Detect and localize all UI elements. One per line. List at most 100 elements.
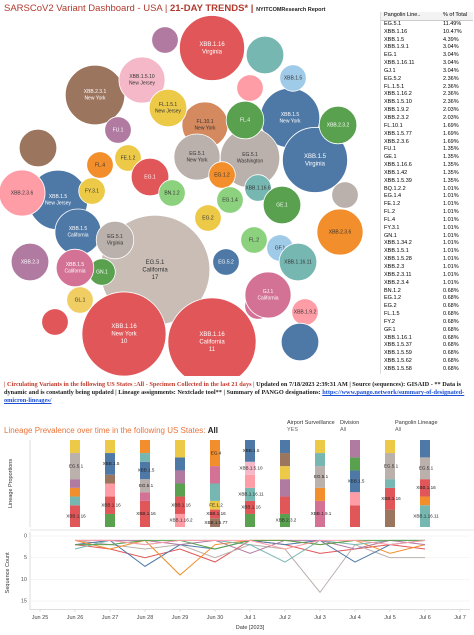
table-row: EG.1.2 0.68% <box>381 295 473 303</box>
x-tick-label: Jun 29 <box>172 615 189 621</box>
percent-cell: 3.04% <box>443 67 459 74</box>
bar-segment <box>175 457 185 471</box>
table-row: XBB.1.16.11 3.04% <box>381 60 473 68</box>
table-row: GE.1 1.35% <box>381 154 473 162</box>
lineage-cell: FL.10.1 <box>384 122 403 129</box>
bar-segment <box>175 513 185 527</box>
bubble-label: FL.1.5.1 <box>159 102 178 108</box>
table-row: XBB.1.5.37 0.68% <box>381 342 473 350</box>
segment-label: EG.5.1 <box>314 474 329 479</box>
bubble-label: 10 <box>121 339 128 345</box>
x-tick-label: Jul 6 <box>419 615 431 621</box>
lineage-cell: XBB.1.5.58 <box>384 365 412 372</box>
table-row: XBB.2.3.4 1.01% <box>381 280 473 288</box>
bubble-label: FL.10.1 <box>197 119 214 125</box>
lineage-cell: XBB.1.5 <box>384 36 405 43</box>
filter-value: All <box>340 427 347 433</box>
lineage-cell: XBB.1.5.39 <box>384 177 412 184</box>
percent-cell: 10.47% <box>443 28 462 35</box>
percent-cell: 1.01% <box>443 209 459 216</box>
lineage-cell: FL.1.5 <box>384 311 400 318</box>
table-row: XBB.1.16.1 0.68% <box>381 335 473 343</box>
table-row: FL.10.1 1.69% <box>381 123 473 131</box>
bubble-label: XBB.1.9.2 <box>294 309 317 315</box>
time-charts: Lineage Proportions XBB.1.16 EG.5.1 XBB.1.1… <box>5 440 474 631</box>
bubble-label: FL.4 <box>240 117 250 123</box>
bubble-label: New Jersey <box>155 109 182 115</box>
bar-segment <box>350 457 360 471</box>
bar-segment <box>210 466 220 484</box>
bubble-label: 11 <box>209 347 216 353</box>
bubble <box>244 174 272 202</box>
segment-label: XBB.1.5 <box>243 448 260 453</box>
bubble <box>95 220 135 260</box>
percent-cell: 0.68% <box>443 295 459 302</box>
percent-cell: 1.35% <box>443 162 459 169</box>
bubble-label: New York <box>194 126 216 132</box>
lineage-cell: XBB.2.3.11 <box>384 271 412 278</box>
table-row: XBB.1.9.1 3.04% <box>381 44 473 52</box>
x-tick-label: Jun 30 <box>207 615 224 621</box>
table-row: FL.1.5 0.68% <box>381 311 473 319</box>
y-tick-label: 5 <box>24 555 27 561</box>
note-part: | Circulating Variants in the following … <box>4 381 255 388</box>
bubble-label: New York <box>186 158 208 164</box>
table-row: XBB.1.5.1 1.01% <box>381 248 473 256</box>
segment-label: XBB.1.16 <box>206 511 226 516</box>
bubble-label: XBB.1.16 <box>199 42 225 48</box>
bar-segment <box>105 453 115 475</box>
table-row: XBB.1.5.58 0.68% <box>381 366 473 374</box>
percent-cell: 0.68% <box>443 358 459 365</box>
bubble-label: GE.1 <box>276 202 288 208</box>
x-tick-label: Jul 7 <box>454 615 466 621</box>
percent-cell: 1.35% <box>443 177 459 184</box>
lineage-cell: FL.2 <box>384 209 396 216</box>
segment-label: EG.4 <box>211 450 222 455</box>
bubble-label: Virginia <box>202 49 223 55</box>
bar-segment <box>140 453 150 462</box>
lineage-cell: GJ.1 <box>384 67 396 74</box>
bar-segment <box>385 440 395 454</box>
segment-label: XBB.1.16 <box>416 485 436 490</box>
bubble-label: XBB.2.3.2 <box>327 122 350 128</box>
bar-segment <box>315 453 325 467</box>
lineage-cell: FY.2 <box>384 318 395 325</box>
source: NYITCOMResearch Report <box>256 7 326 13</box>
bubble <box>148 88 188 128</box>
percent-cell: 0.68% <box>443 350 459 357</box>
lineage-cell: XBB.1.16.11 <box>384 60 415 67</box>
bubble-label: XBB.2.3 <box>21 259 40 265</box>
x-tick-label: Jul 2 <box>279 615 291 621</box>
filter-label: Pangolin Lineage <box>395 420 438 426</box>
bubble-label: XBB.1.5 <box>49 194 68 200</box>
table-row: EG.5.1 11.49% <box>381 21 473 29</box>
bar-segment <box>350 505 360 527</box>
bar-segment <box>420 505 430 527</box>
bubble-label: EG.1.2 <box>214 172 230 178</box>
lineage-cell: XBB.1.16.2 <box>384 91 412 98</box>
bar-segment <box>420 440 430 458</box>
section-text: Lineage Prevalence over time in the foll… <box>4 426 206 435</box>
bubble <box>78 177 106 205</box>
bubble-label: FL.4 <box>95 162 105 168</box>
percent-cell: 1.01% <box>443 216 459 223</box>
bar-segment <box>245 500 255 514</box>
table-row: GN.1 1.01% <box>381 233 473 241</box>
percent-cell: 2.03% <box>443 107 459 114</box>
bubble <box>86 151 114 179</box>
bar-segment <box>70 440 80 454</box>
note: | Circulating Variants in the following … <box>4 381 470 405</box>
x-tick-label: Jul 4 <box>349 615 361 621</box>
bubble-label: California <box>142 268 168 274</box>
bar-segment <box>385 487 395 510</box>
bar-segment <box>210 483 220 501</box>
header: SARSCoV2 Variant Dashboard - USA | 21-DA… <box>4 3 325 14</box>
percent-cell: 3.04% <box>443 44 459 51</box>
segment-label: XBB.1.5 <box>348 479 365 484</box>
bubble-label: Virginia <box>305 161 326 167</box>
segment-label: XBB.1.5.77 <box>204 520 228 525</box>
bar-segment <box>280 466 290 480</box>
bar-segment <box>140 440 150 454</box>
subtitle: 21-DAY TRENDS* | <box>169 3 254 14</box>
bubble <box>216 186 244 214</box>
